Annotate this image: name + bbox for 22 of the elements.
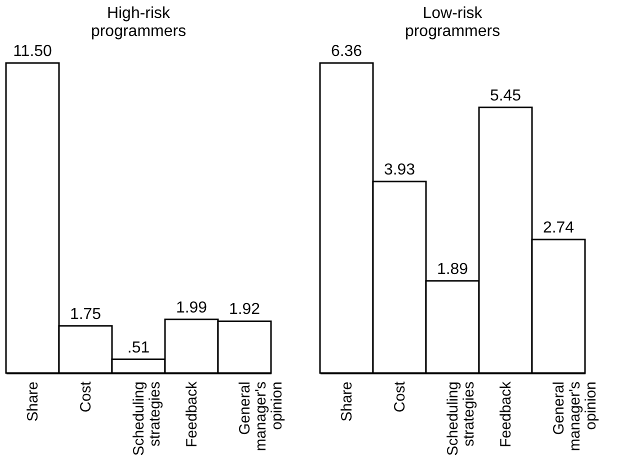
- x-tick-label: General manager's opinion: [550, 382, 600, 452]
- x-tick-label: Cost: [78, 380, 94, 412]
- data-label: 11.50: [13, 43, 52, 60]
- chart-title: High-risk programmers: [90, 5, 186, 40]
- data-label: 6.36: [330, 43, 362, 60]
- data-label: 1.92: [228, 301, 260, 318]
- data-label: 1.89: [436, 260, 468, 278]
- x-tick-label: General manager's opinion: [236, 382, 286, 452]
- chart-title: Low-risk programmers: [404, 5, 500, 40]
- data-label: 3.93: [384, 161, 416, 178]
- data-label: 1.99: [176, 299, 208, 316]
- x-tick-label: Cost: [392, 380, 408, 412]
- data-label: .51: [127, 339, 150, 356]
- data-label: 1.75: [70, 306, 102, 323]
- data-label: 5.45: [490, 87, 522, 104]
- x-tick-label: Feedback: [498, 381, 514, 448]
- x-tick-label: Scheduling strategies: [130, 382, 164, 456]
- data-label: 2.74: [542, 219, 574, 236]
- x-tick-label: Feedback: [184, 381, 200, 448]
- x-tick-label: Share: [338, 382, 356, 422]
- x-tick-label: Scheduling strategies: [444, 382, 478, 456]
- x-tick-label: Share: [24, 382, 42, 422]
